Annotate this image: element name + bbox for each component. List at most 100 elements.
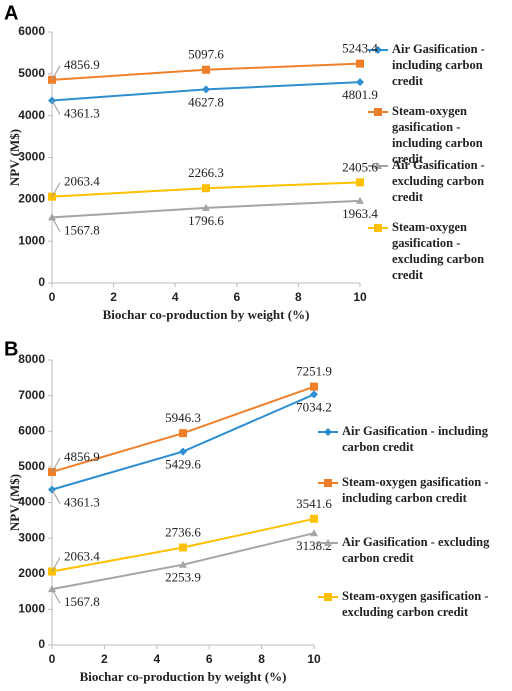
marker [374,224,382,232]
y-tick-label: 7000 [18,388,45,402]
marker [324,539,332,546]
data-label: 4361.3 [64,495,100,510]
x-tick-label: 8 [258,652,265,666]
x-tick-label: 6 [233,290,240,304]
legend-label: Air Gasification - including carbon credi… [342,424,489,454]
y-tick-label: 4000 [18,108,45,122]
data-label: 7034.2 [296,399,332,414]
data-label: 1567.8 [64,222,100,237]
data-label: 4627.8 [188,94,224,109]
marker [202,184,210,193]
leader-line [51,182,61,197]
marker [202,85,210,94]
data-label: 2736.6 [165,524,201,539]
legend-label: Air Gasification -excluding carbon credit [392,158,485,204]
leader-line [51,557,61,572]
data-label: 1796.6 [188,213,224,228]
marker [310,514,318,523]
x-tick-label: 0 [49,290,56,304]
leader-line [51,100,61,115]
data-label: 7251.9 [296,364,332,379]
marker [324,479,332,487]
x-tick-label: 10 [353,290,367,304]
y-tick-label: 1000 [18,602,45,616]
marker [356,59,364,68]
marker [374,108,382,116]
marker [202,203,210,211]
x-tick-label: 0 [49,652,56,666]
y-axis-title: NPV (M$) [7,474,22,531]
panel-label: B [4,338,18,360]
data-label: 4856.9 [64,57,100,72]
data-label: 5429.6 [165,457,201,472]
x-axis-title: Biochar co-production by weight (%) [80,669,287,684]
marker [356,78,364,87]
y-axis-title: NPV (M$) [7,129,22,186]
data-label: 4361.3 [64,106,100,121]
data-label: 4801.9 [342,87,378,102]
panel-label: A [4,2,18,24]
data-label: 3541.6 [296,496,332,511]
legend-label: Air Gasification - excluding carbon credi… [342,535,490,565]
series-line [51,393,315,491]
marker [374,46,382,54]
marker [48,585,56,593]
marker [356,178,364,187]
y-tick-label: 4000 [18,495,45,509]
leader-line [51,489,61,504]
data-label: 2253.9 [165,570,201,585]
marker [324,428,332,436]
y-tick-label: 5000 [18,459,45,473]
data-label: 3138.2 [296,538,332,553]
y-tick-label: 0 [38,637,45,651]
y-tick-label: 3000 [18,530,45,544]
y-tick-label: 8000 [18,352,45,366]
y-tick-label: 0 [38,275,45,289]
marker [324,593,332,601]
x-tick-label: 4 [153,652,160,666]
y-tick-label: 3000 [18,150,45,164]
marker [48,213,56,221]
data-label: 1567.8 [64,594,100,609]
marker [310,390,318,399]
y-tick-label: 6000 [18,24,45,38]
marker [310,529,318,537]
marker [179,429,187,438]
data-label: 1963.4 [342,206,378,221]
x-tick-label: 10 [307,652,321,666]
legend-label: Steam-oxygen gasification -excluding car… [342,589,489,619]
marker [179,447,187,456]
legend-label: Steam-oxygen gasification -excluding carb… [392,220,484,282]
legend-label: Air Gasification -including carbon credit [392,42,485,88]
data-label: 5097.6 [188,47,224,62]
y-tick-label: 1000 [18,233,45,247]
legend-label: Steam-oxygen gasification -including car… [342,475,489,505]
marker [179,560,187,568]
data-label: 2063.4 [64,548,100,563]
marker [310,382,318,391]
marker [374,162,382,169]
x-axis-title: Biochar co-production by weight (%) [103,307,310,322]
data-label: 2405.6 [342,159,378,174]
marker [202,65,210,74]
data-label: 5946.3 [165,410,201,425]
y-tick-label: 5000 [18,66,45,80]
marker [356,196,364,204]
marker [179,543,187,552]
legend-label: Steam-oxygen gasification -including carb… [392,104,483,166]
data-label: 2063.4 [64,174,100,189]
x-tick-label: 8 [295,290,302,304]
x-tick-label: 2 [110,290,117,304]
y-tick-label: 6000 [18,423,45,437]
leader-line [51,65,61,81]
data-label: 4856.9 [64,449,100,464]
x-tick-label: 6 [206,652,213,666]
y-tick-label: 2000 [18,192,45,206]
data-label: 5243.4 [342,41,378,56]
x-tick-label: 2 [101,652,108,666]
y-tick-label: 2000 [18,566,45,580]
leader-line [51,457,61,473]
data-label: 2266.3 [188,165,224,180]
leader-line [51,217,61,232]
